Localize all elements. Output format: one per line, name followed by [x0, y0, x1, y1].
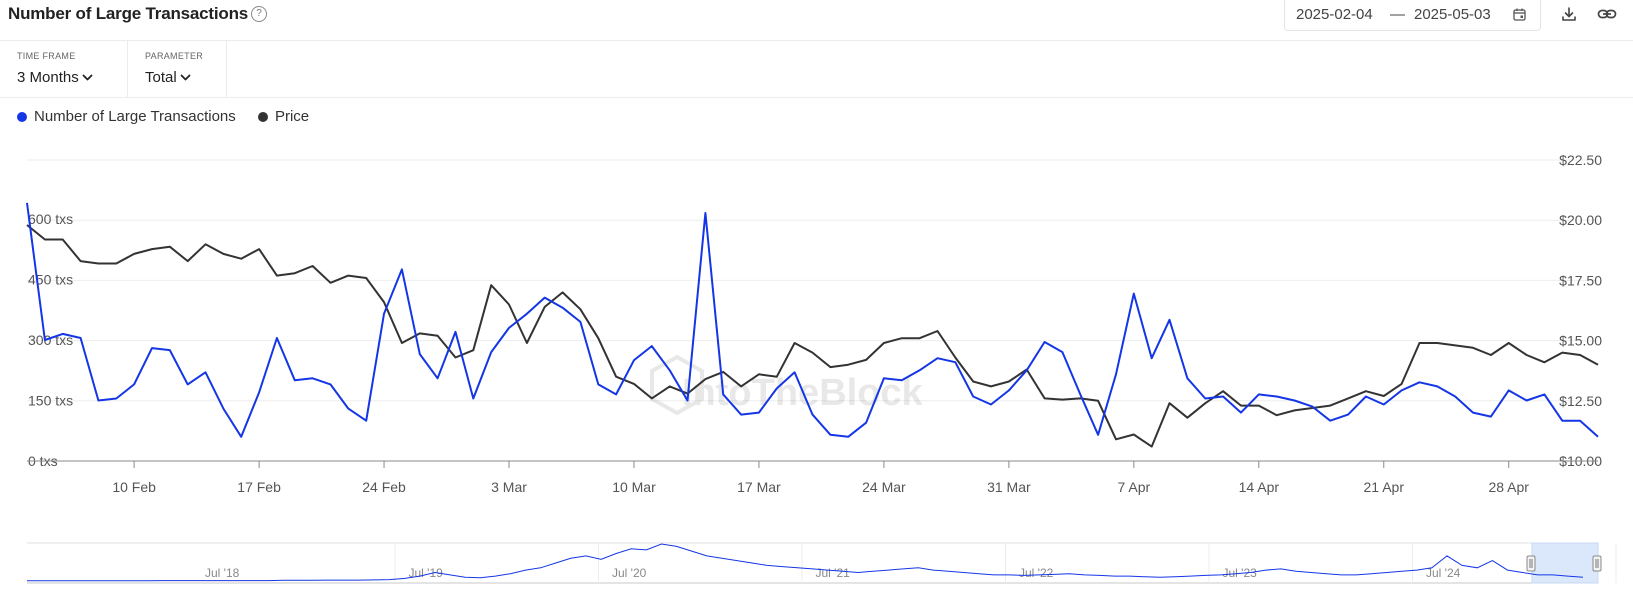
chart-controls: TIME FRAME 3 Months PARAMETER Total	[0, 41, 1633, 98]
link-icon[interactable]	[1597, 6, 1617, 22]
x-tick-label: 10 Mar	[612, 479, 656, 495]
chart-title: Number of Large Transactions	[8, 4, 249, 23]
legend-item-price[interactable]: Price	[257, 108, 310, 125]
parameter-label: PARAMETER	[145, 51, 204, 61]
x-tick-label: 24 Mar	[862, 479, 906, 495]
x-tick-label: 3 Mar	[491, 479, 527, 495]
series-line-price	[26, 224, 1599, 448]
x-tick-label: 17 Mar	[737, 479, 781, 495]
navigator-label: Jul '21	[816, 566, 851, 580]
date-from: 2025-02-04	[1296, 6, 1373, 23]
legend-label-price: Price	[274, 108, 310, 125]
chevron-down-icon	[82, 74, 93, 81]
x-tick-label: 7 Apr	[1117, 479, 1150, 495]
date-separator: —	[1390, 6, 1405, 23]
navigator-label: Jul '18	[205, 566, 240, 580]
chart-legend: Number of Large Transactions Price	[17, 108, 327, 126]
y-right-tick-label: $22.50	[1559, 152, 1602, 168]
y-right-tick-label: $20.00	[1559, 212, 1602, 228]
parameter-value-text: Total	[145, 69, 177, 86]
axes: $10.00$12.50$15.00$17.50$20.00$22.500 tx…	[27, 152, 1602, 495]
legend-item-transactions[interactable]: Number of Large Transactions	[17, 108, 236, 125]
y-left-tick-label: 300 txs	[28, 332, 73, 348]
legend-dot-transactions	[17, 111, 27, 122]
legend-label-transactions: Number of Large Transactions	[34, 108, 236, 125]
timeframe-value-text: 3 Months	[17, 69, 79, 86]
y-left-tick-label: 600 txs	[28, 211, 73, 227]
parameter-value[interactable]: Total	[145, 69, 191, 86]
timeframe-label: TIME FRAME	[17, 51, 76, 61]
navigator-label: Jul '24	[1426, 566, 1461, 580]
x-tick-label: 21 Apr	[1364, 479, 1405, 495]
x-tick-label: 10 Feb	[112, 479, 156, 495]
range-navigator[interactable]: Jul '18 Jul '19 Jul '20 Jul '21 Jul '22 Jul '…	[0, 540, 1633, 594]
watermark-logo: IntoTheBlock	[650, 354, 924, 416]
x-tick-label: 24 Feb	[362, 479, 406, 495]
x-tick-label: 28 Apr	[1488, 479, 1529, 495]
series-lines	[26, 202, 1599, 448]
navigator-line	[27, 543, 1584, 582]
x-tick-label: 31 Mar	[987, 479, 1031, 495]
navigator-label: Jul '22	[1019, 566, 1054, 580]
series-line-transactions	[26, 202, 1599, 438]
date-range-picker[interactable]: 2025-02-04 — 2025-05-03	[1284, 0, 1541, 31]
y-left-tick-label: 450 txs	[28, 272, 73, 288]
y-right-tick-label: $15.00	[1559, 333, 1602, 349]
main-chart[interactable]: IntoTheBlock $10.00$12.50$15.00$17.50$20…	[0, 140, 1633, 520]
navigator-handle-right[interactable]	[1592, 555, 1602, 572]
parameter-select[interactable]: PARAMETER Total	[128, 41, 227, 97]
timeframe-value[interactable]: 3 Months	[17, 69, 93, 86]
legend-dot-price	[257, 111, 268, 122]
y-right-tick-label: $12.50	[1559, 393, 1602, 409]
y-right-tick-label: $17.50	[1559, 272, 1602, 288]
navigator-label: Jul '20	[612, 566, 647, 580]
watermark: IntoTheBlock	[650, 354, 924, 416]
gridlines	[27, 159, 1598, 462]
x-tick-label: 14 Apr	[1239, 479, 1280, 495]
chevron-down-icon	[180, 74, 191, 81]
download-icon[interactable]	[1561, 6, 1577, 22]
x-tick-label: 17 Feb	[237, 479, 281, 495]
help-icon[interactable]: ?	[251, 6, 267, 22]
chart-header: Number of Large Transactions ? 2025-02-0…	[0, 0, 1633, 41]
navigator-selection[interactable]	[1531, 542, 1599, 584]
date-to: 2025-05-03	[1414, 6, 1491, 23]
timeframe-select[interactable]: TIME FRAME 3 Months	[0, 41, 128, 97]
y-left-tick-label: 150 txs	[28, 393, 73, 409]
navigator-handle-left[interactable]	[1526, 555, 1536, 572]
calendar-icon[interactable]	[1513, 8, 1526, 21]
